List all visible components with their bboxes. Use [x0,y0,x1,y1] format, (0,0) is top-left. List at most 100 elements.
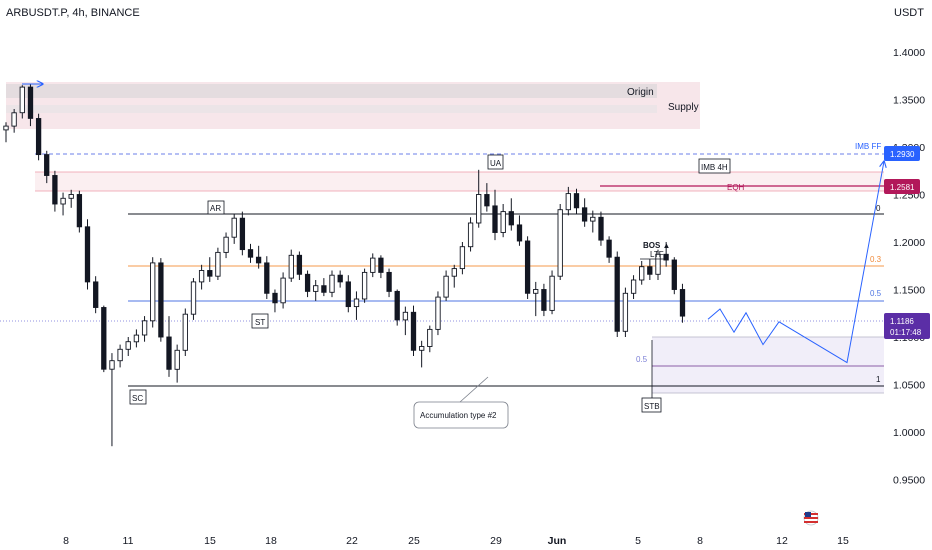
ut-box [487,154,504,170]
candle-body [647,266,653,275]
y-tick-label: 1.0000 [893,427,925,439]
accumulation-label: Accumulation type #2 [420,411,497,420]
candle-body [109,360,115,370]
eqh-price-tag [884,179,920,194]
candle-body [321,285,327,293]
fib-05-label: 0.5 [870,289,882,298]
candle-body [614,256,620,332]
candle-body [353,298,360,308]
candle-body [141,320,148,336]
candle-body [60,197,66,205]
candle-body [101,307,107,370]
candle-body [76,194,83,228]
candle-body [565,193,571,211]
x-tick-label: 15 [837,535,849,547]
origin-inner-band [6,105,657,113]
candle-body [598,216,604,241]
candle-body [11,112,17,127]
candle-body [622,292,629,332]
imb-4h-box [698,158,731,174]
candle-body [198,270,205,283]
candle-body [679,289,686,317]
candle-body [215,251,221,277]
candle-body [484,194,490,207]
ar-label: AR [210,204,221,213]
x-tick-label: 15 [204,535,216,547]
candle-body [280,277,286,304]
candle-body [492,205,498,233]
x-axis: 8 11 15 18 22 25 29 Jun 5 8 12 15 [63,535,849,547]
candle-body [329,274,335,293]
imb-4h-band [35,172,884,191]
stb-label: STB [644,402,660,411]
candle-body [296,254,303,275]
y-axis: 1.40001.35001.30001.25001.20001.15001.10… [893,47,925,487]
candle-body [451,268,457,277]
x-tick-label: 18 [265,535,277,547]
imb-price-text: 1.2930 [890,150,915,159]
candle-body [581,207,588,222]
projection-path [707,161,884,364]
last-price-tag [884,313,930,339]
x-tick-label: 22 [346,535,358,547]
candle-body [239,217,246,251]
chart-title: ARBUSDT.P, 4h, BINANCE [6,7,140,19]
candle-body [671,259,677,290]
candle-body [231,217,237,238]
fib-0-label: 0 [876,204,881,213]
candle-body [655,253,661,275]
us-flag-icon [803,510,819,526]
y-tick-label: 1.3500 [893,95,925,107]
candle-body [255,256,262,264]
candle-body [443,275,449,298]
accumulation-pointer [459,376,489,403]
x-tick-label: 25 [408,535,420,547]
candle-body [410,311,417,351]
last-price-text: 1.1186 [890,317,914,326]
candle-body [150,262,156,322]
currency-label: USDT [894,7,924,19]
x-tick-label: Jun [548,535,567,547]
ar-box [207,200,225,215]
candle-body [361,271,368,300]
candle-body [3,125,9,131]
candle-body [174,349,180,370]
candle-body [402,311,409,321]
candle-body [573,193,580,209]
candles-group [3,84,686,447]
x-tick-label: 11 [123,535,134,547]
eqh-label: EQH [727,183,745,192]
candle-body [247,249,254,258]
st-label: ST [255,318,265,327]
sc-label: SC [132,394,143,403]
candle-body [663,253,669,261]
candle-body [264,262,270,294]
stb-box [641,397,662,413]
eqh-price-text: 1.2581 [890,183,915,192]
supply-label: Supply [668,102,699,113]
candle-body [378,257,384,273]
imb-price-tag [884,146,920,161]
candle-body [508,211,514,226]
candle-body [630,279,637,294]
candle-body [337,274,343,283]
y-tick-label: 1.4000 [893,47,925,59]
x-tick-label: 29 [490,535,502,547]
demand-zone [652,337,884,393]
candle-body [288,254,294,279]
candle-body [459,246,466,270]
origin-label: Origin [627,87,654,98]
candle-body [190,281,197,315]
y-tick-label: 0.9500 [893,475,925,487]
candle-body [394,290,400,321]
candle-body [541,289,547,311]
candle-body [166,336,172,370]
candle-body [125,341,131,350]
candle-body [68,194,74,199]
candle-body [84,226,91,283]
candle-body [524,240,531,294]
candle-body [419,346,425,351]
fib-03-label: 0.3 [870,255,882,264]
